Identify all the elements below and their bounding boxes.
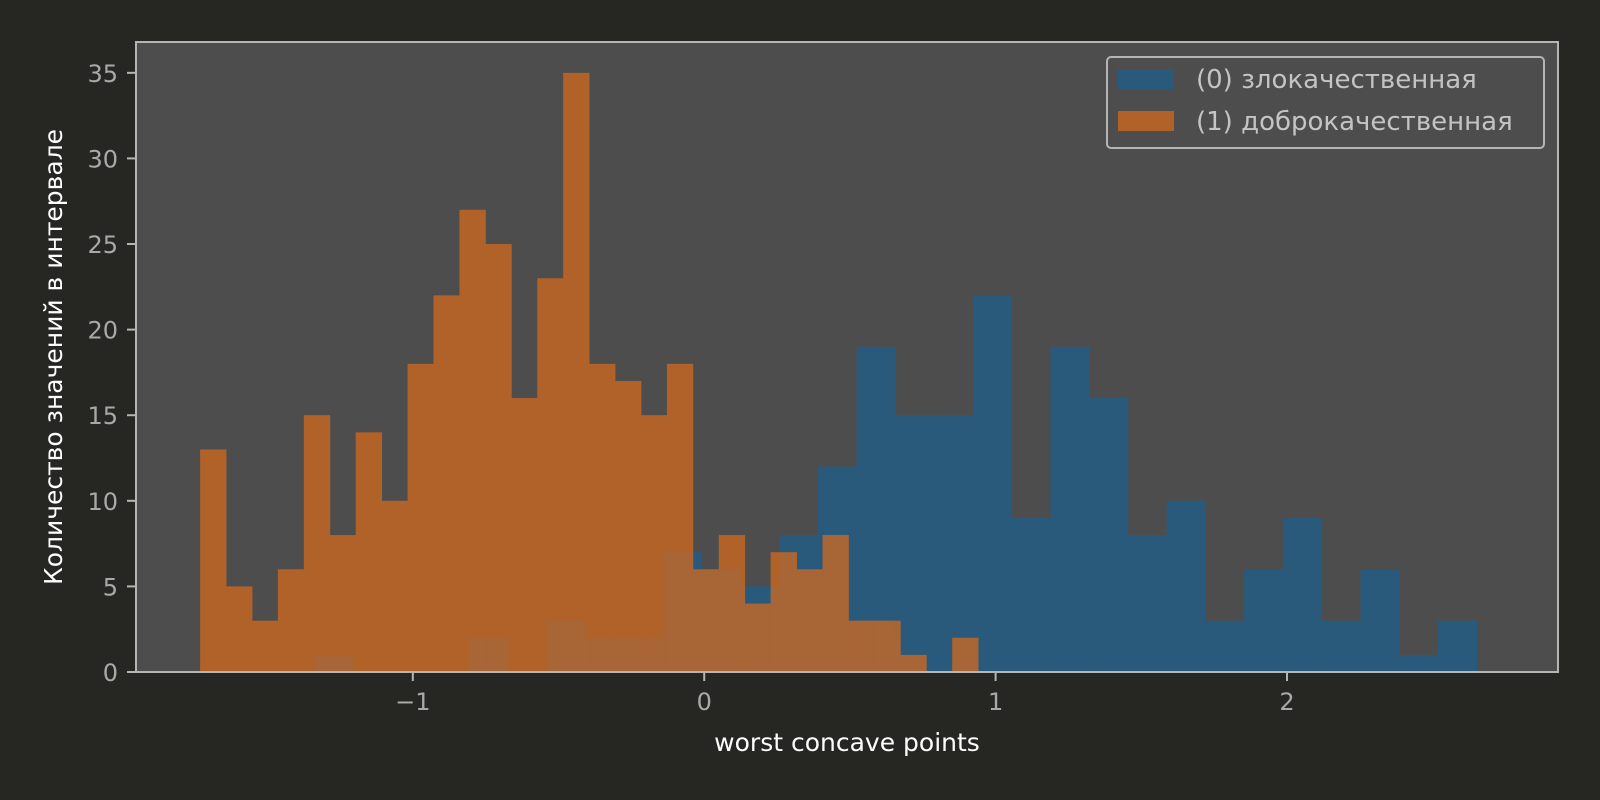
y-axis: 0 5 10 15 20 25 30 35 [87, 60, 136, 687]
histogram-bar [303, 415, 331, 672]
histogram-bar [718, 535, 746, 672]
histogram-bar [1399, 654, 1439, 672]
legend-label-benign: (1) доброкачественная [1196, 107, 1513, 137]
histogram-bar [1205, 620, 1245, 672]
y-tick-label: 30 [87, 145, 118, 173]
histogram-bar [1089, 398, 1129, 672]
x-tick-label: −1 [395, 688, 430, 716]
histogram-bar [770, 552, 797, 672]
histogram-bar [1437, 620, 1478, 672]
histogram-bar [666, 363, 694, 672]
y-tick-label: 0 [103, 659, 118, 687]
x-axis: −1 0 1 2 [395, 672, 1295, 716]
histogram-bar [1166, 500, 1206, 672]
x-tick-label: 1 [988, 688, 1003, 716]
histogram-bar [848, 620, 875, 672]
y-tick-label: 25 [87, 231, 118, 259]
histogram-bar [1127, 535, 1168, 672]
legend-swatch-benign [1118, 111, 1174, 131]
histogram-bar [1050, 346, 1090, 672]
histogram-bar [200, 449, 227, 672]
histogram-bar [1282, 517, 1323, 672]
x-axis-label: worst concave points [714, 728, 980, 757]
x-tick-label: 0 [697, 688, 712, 716]
histogram-bar [640, 415, 668, 672]
legend-swatch-malignant [1118, 69, 1174, 89]
histogram-bar [952, 637, 979, 672]
y-tick-label: 20 [87, 317, 118, 345]
histogram-bar [277, 569, 305, 672]
histogram-bar [251, 620, 279, 672]
legend-label-malignant: (0) злокачественная [1196, 65, 1477, 95]
histogram-bar [589, 363, 616, 672]
histogram-bar [744, 603, 772, 672]
histogram-bar [1321, 620, 1361, 672]
histogram-bar [329, 535, 357, 672]
histogram-bar [537, 278, 564, 672]
histogram-bar [433, 295, 460, 672]
histogram-bar [226, 586, 253, 672]
histogram-bar [511, 398, 538, 672]
histogram-bar [796, 569, 823, 672]
histogram-bar [485, 244, 512, 672]
histogram-bar [1360, 569, 1400, 672]
histogram-bar [459, 209, 486, 672]
histogram-bar [934, 415, 974, 672]
y-tick-label: 5 [103, 573, 118, 601]
legend: (0) злокачественная (1) доброкачественна… [1106, 56, 1545, 149]
histogram-bar [856, 346, 896, 672]
plot-frame [135, 41, 1559, 673]
bar-series-1 [200, 72, 979, 672]
y-tick-label: 35 [87, 60, 118, 88]
legend-box [1106, 56, 1545, 149]
histogram-bar [563, 72, 590, 672]
histogram-bar [407, 363, 434, 672]
histogram-bar [874, 620, 901, 672]
histogram-bar [1011, 517, 1051, 672]
histogram-bar [972, 295, 1013, 672]
histogram-bar [615, 380, 642, 672]
y-axis-label: Количество значений в интервале [39, 129, 68, 585]
bars-layer [200, 72, 1478, 672]
histogram-bar [1244, 569, 1284, 672]
x-tick-label: 2 [1279, 688, 1294, 716]
histogram-bar [895, 415, 935, 672]
y-tick-label: 10 [87, 488, 118, 516]
histogram-bar [900, 654, 927, 672]
histogram-bar [822, 535, 849, 672]
histogram-bar [381, 500, 408, 672]
histogram-bar [692, 569, 720, 672]
y-tick-label: 15 [87, 402, 118, 430]
histogram-bar [355, 432, 383, 672]
